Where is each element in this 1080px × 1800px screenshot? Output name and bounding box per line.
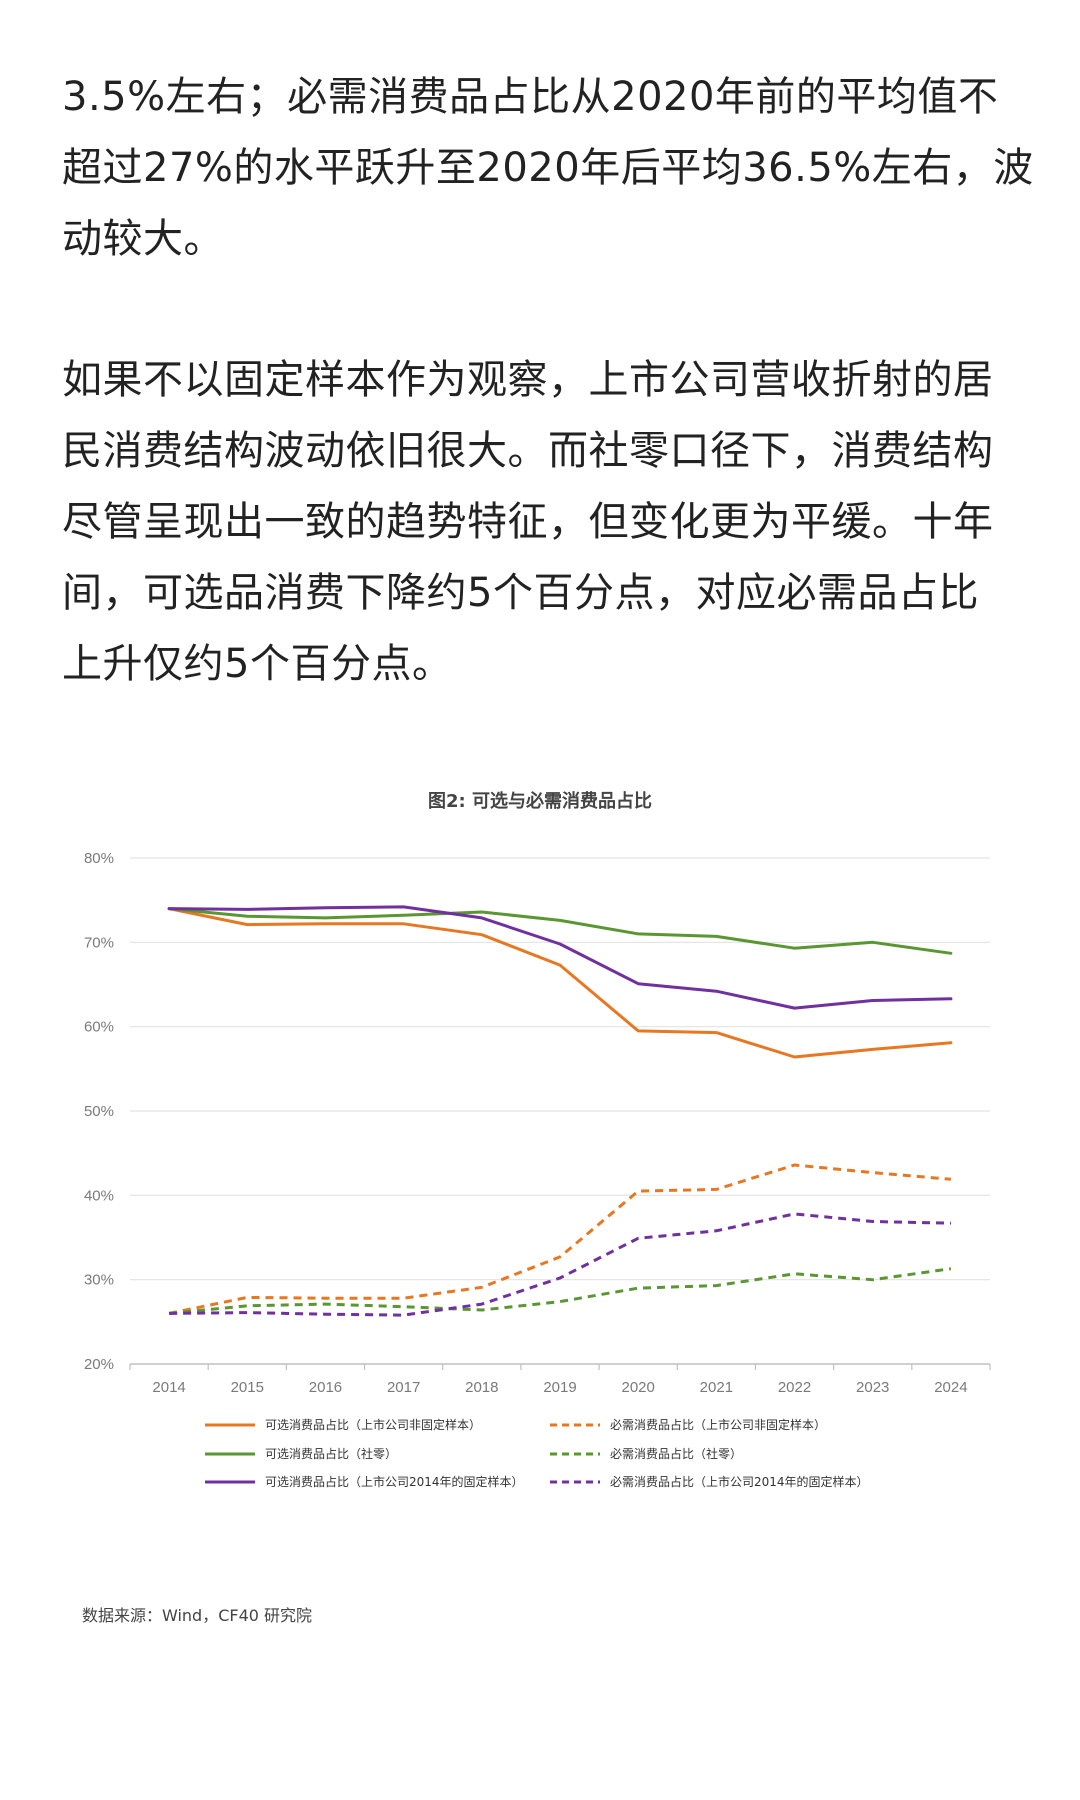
x-tick-label: 2022 [778, 1379, 811, 1396]
x-tick-label: 2017 [387, 1379, 420, 1396]
y-tick-label: 40% [84, 1187, 114, 1204]
y-axis: 20% 30% 40% 50% 60% 70% 80% [84, 850, 114, 1373]
y-tick-label: 30% [84, 1272, 114, 1289]
x-tick-label: 2014 [152, 1379, 185, 1396]
legend-label: 可选消费品占比（社零） [265, 1446, 397, 1461]
chart-title: 图2: 可选与必需消费品占比 [428, 790, 652, 812]
y-tick-label: 80% [84, 850, 114, 867]
series-line [167, 905, 953, 1010]
y-tick-label: 50% [84, 1103, 114, 1120]
legend-item: 可选消费品占比（社零） [205, 1446, 397, 1461]
series-line [168, 1267, 952, 1315]
paragraph-line: 超过27%的水平跃升至2020年后平均36.5%左右，波 [62, 145, 1034, 191]
legend-label: 必需消费品占比（上市公司2014年的固定样本） [610, 1474, 869, 1489]
legend-item: 必需消费品占比（社零） [550, 1446, 742, 1461]
paragraph-line: 如果不以固定样本作为观察，上市公司营收折射的居 [62, 357, 994, 403]
chart-figure: 图2: 可选与必需消费品占比 20% 30% 40% 50% 60% 70% 80% 201… [0, 760, 1080, 1650]
legend-item: 必需消费品占比（上市公司2014年的固定样本） [550, 1474, 869, 1489]
x-tick-label: 2023 [856, 1379, 889, 1396]
x-tick-label: 2020 [621, 1379, 654, 1396]
paragraph-line: 动较大。 [62, 216, 224, 262]
series-line [167, 907, 953, 955]
grid [130, 857, 990, 1365]
x-tick-label: 2021 [700, 1379, 733, 1396]
legend-label: 可选消费品占比（上市公司2014年的固定样本） [265, 1474, 524, 1489]
x-tick-label: 2018 [465, 1379, 498, 1396]
series-line [169, 1212, 951, 1317]
paragraph-line: 尽管呈现出一致的趋势特征，但变化更为平缓。十年 [62, 499, 994, 545]
x-tick-label: 2015 [231, 1379, 264, 1396]
paragraph-line: 间，可选品消费下降约5个百分点，对应必需品占比 [62, 570, 979, 616]
legend-item: 可选消费品占比（上市公司非固定样本） [205, 1417, 481, 1432]
legend-item: 必需消费品占比（上市公司非固定样本） [550, 1417, 826, 1432]
line-chart: 图2: 可选与必需消费品占比 20% 30% 40% 50% 60% 70% 80% 201… [82, 790, 991, 1625]
legend-item: 可选消费品占比（上市公司2014年的固定样本） [205, 1474, 524, 1489]
series-line [167, 907, 953, 1059]
paragraph-line: 上升仅约5个百分点。 [62, 641, 453, 687]
x-tick-label: 2016 [309, 1379, 342, 1396]
legend: 可选消费品占比（上市公司非固定样本） 必需消费品占比（上市公司非固定样本） 可选消费… [205, 1417, 869, 1489]
legend-label: 必需消费品占比（社零） [610, 1446, 742, 1461]
x-tick-label: 2019 [543, 1379, 576, 1396]
y-tick-label: 70% [84, 934, 114, 951]
paragraph-line: 民消费结构波动依旧很大。而社零口径下，消费结构 [62, 428, 994, 474]
legend-label: 可选消费品占比（上市公司非固定样本） [265, 1417, 481, 1432]
series-line [168, 1163, 952, 1315]
x-tick-label: 2024 [934, 1379, 967, 1396]
y-tick-label: 60% [84, 1019, 114, 1036]
paragraph-line: 3.5%左右；必需消费品占比从2020年前的平均值不 [62, 74, 999, 120]
y-tick-label: 20% [84, 1356, 114, 1373]
article-paragraph-1: 3.5%左右；必需消费品占比从2020年前的平均值不 超过27%的水平跃升至20… [62, 62, 1034, 275]
x-axis: 2014 2015 2016 2017 2018 2019 2020 2021 2022 2023… [129, 1364, 991, 1396]
legend-label: 必需消费品占比（上市公司非固定样本） [610, 1417, 826, 1432]
series-lines [167, 905, 953, 1317]
article-paragraph-2: 如果不以固定样本作为观察，上市公司营收折射的居 民消费结构波动依旧很大。而社零口… [62, 345, 1022, 700]
chart-source: 数据来源：Wind，CF40 研究院 [82, 1606, 312, 1625]
